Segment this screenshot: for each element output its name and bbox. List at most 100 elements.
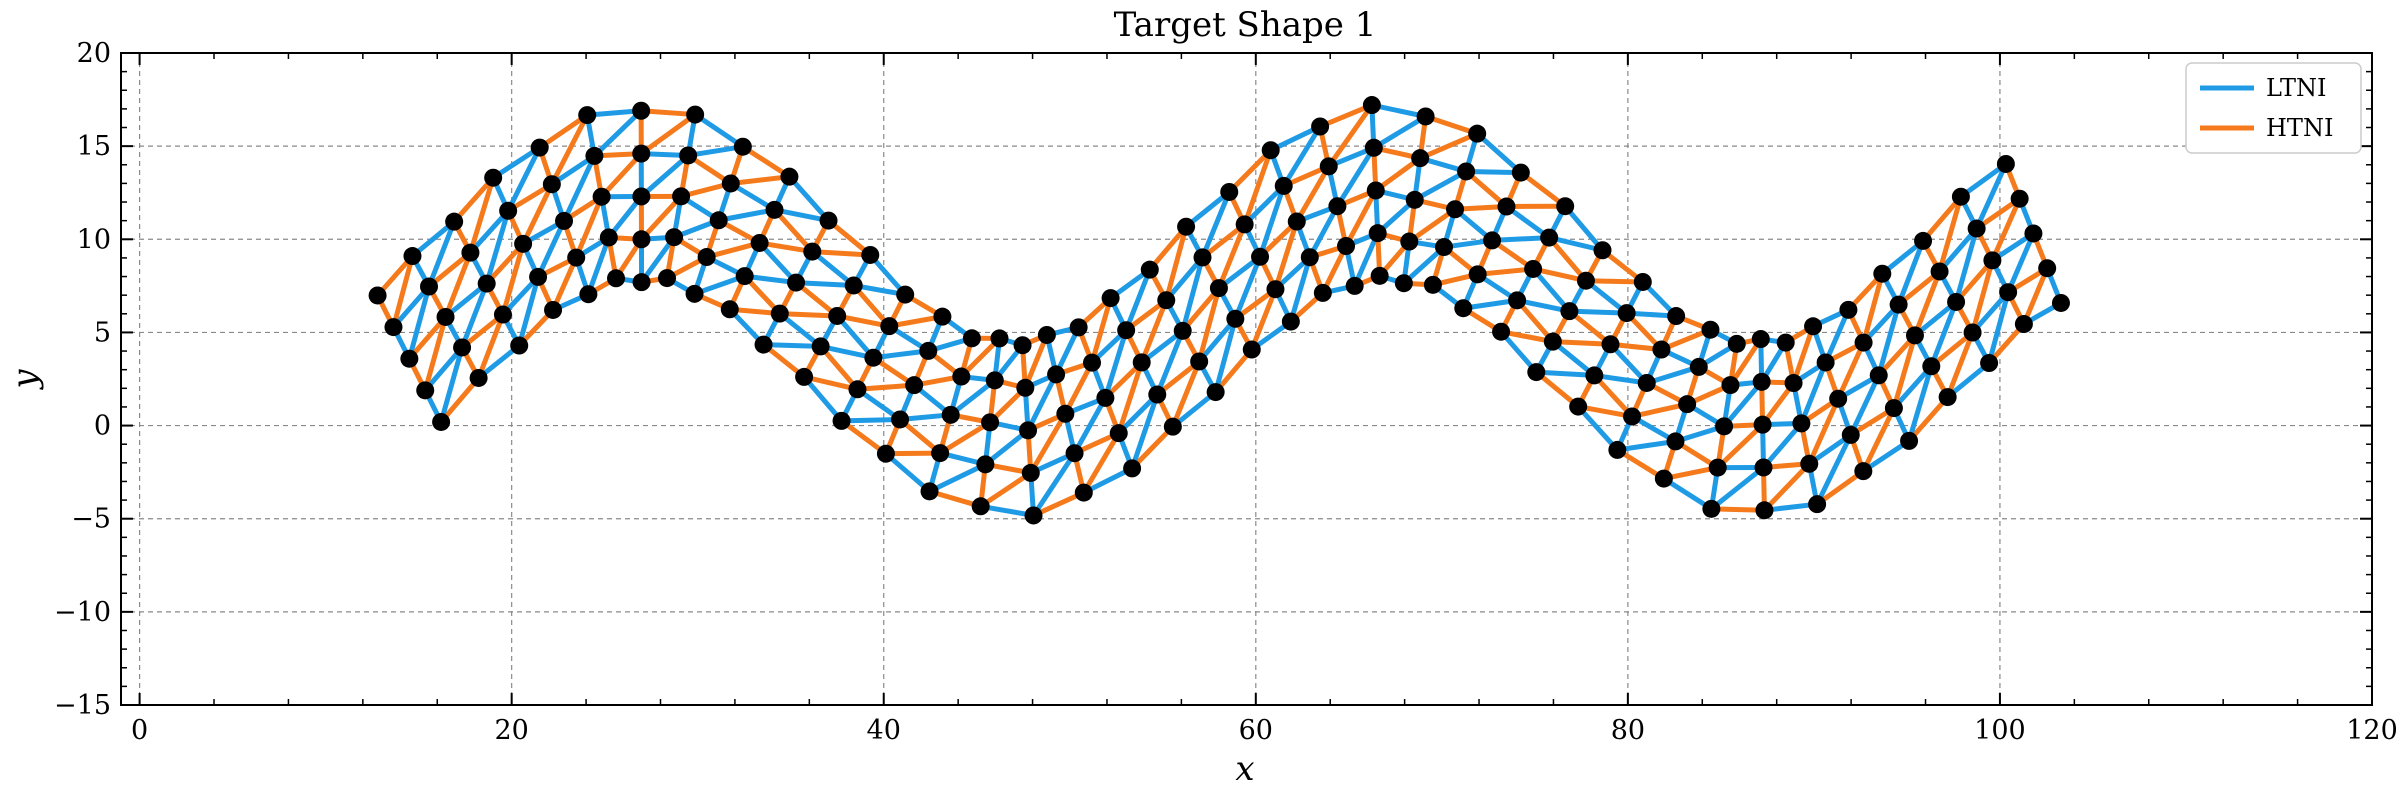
htni-edge (476, 312, 506, 381)
lattice-node (1930, 262, 1949, 281)
ltni-edge (1644, 364, 1702, 386)
lattice-node (780, 167, 799, 186)
htni-edge (1343, 187, 1379, 249)
ltni-edge (1562, 203, 1606, 253)
lattice-node (1873, 264, 1892, 283)
htni-edge (422, 314, 449, 393)
ltni-edge (1463, 168, 1524, 176)
htni-edge (1583, 278, 1646, 285)
htni-edge (537, 112, 590, 151)
lattice-node (453, 338, 472, 357)
lattice-node (1999, 283, 2018, 302)
htni-edge (851, 282, 892, 329)
ltni-edge (1708, 464, 1767, 512)
htni-edge (638, 112, 698, 157)
htni-edge (1147, 224, 1189, 273)
ltni-edge (535, 218, 567, 280)
htni-edge (1546, 235, 1589, 284)
ltni-edge (1412, 168, 1469, 203)
lattice-node (864, 348, 883, 367)
lattice-node (1163, 417, 1182, 436)
lattice-node (1702, 499, 1721, 518)
htni-edge (550, 255, 579, 313)
lattice-node (1804, 317, 1823, 336)
lattice-node (990, 329, 1009, 348)
htni-edge (451, 175, 496, 225)
htni-edge (2021, 265, 2050, 327)
lattice-node (754, 335, 773, 354)
ltni-edge (1533, 369, 1597, 378)
lattice-node (1721, 376, 1740, 395)
ltni-edge (1180, 254, 1206, 334)
lattice-nodes (368, 96, 2070, 525)
ltni-edge (638, 152, 691, 199)
lattice-node (567, 248, 586, 267)
lattice-node (585, 146, 604, 165)
htni-edge (1475, 266, 1536, 277)
htni-edge (1417, 131, 1480, 161)
lattice-node (962, 329, 981, 348)
lattice-node (384, 318, 403, 337)
x-tick-label: 0 (131, 715, 148, 746)
lattice-node (1560, 302, 1579, 321)
lattice-node (1617, 304, 1636, 323)
htni-edge (818, 343, 860, 392)
lattice-node (1889, 295, 1908, 314)
ltni-edge (1129, 392, 1160, 471)
htni-edge (1937, 194, 1964, 274)
ltni-edge (1196, 316, 1238, 364)
ltni-edge (1928, 299, 1959, 369)
lattice-node (1816, 353, 1835, 372)
htni-edge (1814, 468, 1866, 507)
lattice-node (510, 336, 529, 355)
htni-edge (1806, 396, 1841, 467)
htni-edge (1970, 257, 1995, 336)
lattice-node (1839, 300, 1858, 319)
lattice-node (1914, 231, 1933, 250)
htni-edge (1791, 323, 1816, 386)
lattice-node (1109, 424, 1128, 443)
ltni-edge (505, 145, 543, 214)
lattice-node (632, 230, 651, 249)
ltni-edge (516, 274, 541, 349)
htni-edge (549, 112, 590, 187)
ltni-edge (1031, 450, 1078, 518)
lattice-node (1666, 432, 1685, 451)
lattice-node (697, 248, 716, 267)
lattice-node (1784, 374, 1803, 393)
lattice-node (811, 337, 830, 356)
lattice-node (1967, 219, 1986, 238)
lattice-node (1411, 149, 1430, 168)
htni-edge (1163, 224, 1189, 303)
htni-edge (1761, 461, 1812, 513)
lattice-node (1869, 366, 1888, 385)
lattice-node (2010, 189, 2029, 208)
ltni-edge (1575, 404, 1620, 453)
ltni-edge (772, 207, 832, 224)
lattice-node (368, 286, 387, 305)
lattice-node (1337, 237, 1356, 256)
ltni-edge (761, 342, 824, 349)
lattice-node (1019, 421, 1038, 440)
lattice-node (919, 341, 938, 360)
lattice-node (1193, 248, 1212, 267)
lattice-node (1497, 197, 1516, 216)
lattice-node (1368, 224, 1387, 243)
lattice-node (529, 267, 548, 286)
lattice-node (665, 228, 684, 247)
lattice-node (735, 267, 754, 286)
ltni-edge (982, 427, 1031, 467)
chart-title: Target Shape 1 (1114, 5, 1377, 45)
lattice-node (709, 211, 728, 230)
htni-edge (638, 193, 684, 242)
htni-edge (1249, 286, 1278, 353)
ltni-edge (1268, 123, 1323, 153)
lattice-node (1715, 417, 1734, 436)
lattice-node (750, 233, 769, 252)
lattice-node (1996, 154, 2015, 173)
ltni-edge (422, 344, 465, 393)
lattice-node (1754, 458, 1773, 477)
ltni-edge (639, 234, 677, 285)
ltni-edge (1460, 297, 1520, 311)
plot-frame (120, 52, 2373, 706)
